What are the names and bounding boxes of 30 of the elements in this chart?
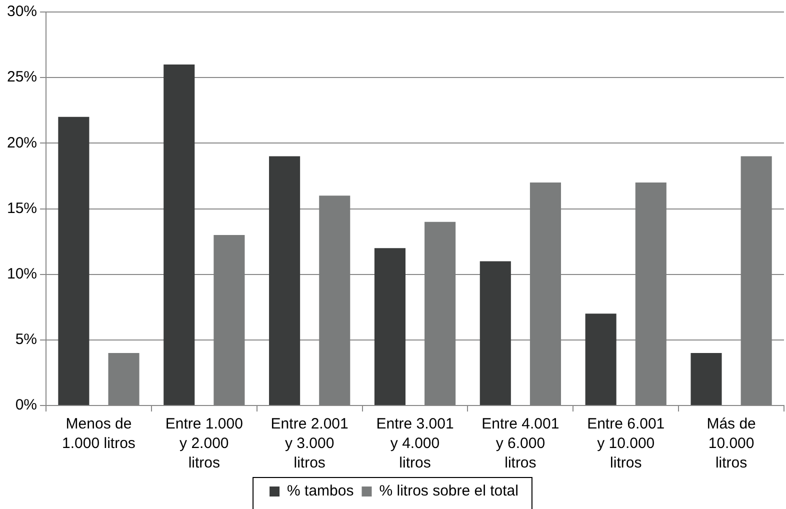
bar: [374, 248, 406, 405]
bar: [214, 234, 245, 405]
x-tick-label: Entre 6.001 y 10.000 litros: [587, 415, 665, 472]
y-tick-label: 0%: [15, 396, 38, 414]
y-tick-label: 10%: [6, 265, 38, 282]
y-tick-label: 30%: [6, 3, 38, 20]
bar: [480, 261, 511, 405]
bar: [424, 222, 456, 405]
x-tick-label: Entre 2.001 y 3.000 litros: [270, 415, 348, 472]
x-tick-label: Entre 3.001 y 4.000 litros: [376, 415, 454, 472]
bar: [585, 314, 616, 405]
y-tick-label: 25%: [6, 68, 38, 86]
legend-label: % tambos: [287, 482, 354, 500]
bar: [740, 156, 772, 405]
x-tick-label: Entre 1.000 y 2.000 litros: [165, 415, 243, 472]
legend-label: % litros sobre el total: [379, 482, 518, 500]
bar: [690, 353, 722, 405]
bar: [108, 353, 140, 405]
bar: [530, 182, 561, 405]
bar: [164, 64, 195, 405]
bar: [635, 182, 666, 405]
y-tick-label: 15%: [6, 200, 38, 217]
x-tick-label: Entre 4.001 y 6.000 litros: [482, 415, 560, 472]
x-tick-label: Más de 10.000 litros: [706, 415, 756, 472]
x-tick-label: Menos de 1.000 litros: [62, 415, 136, 452]
bar: [269, 156, 300, 405]
bar: [319, 196, 350, 405]
y-tick-label: 20%: [6, 134, 38, 152]
bar: [58, 116, 90, 405]
y-tick-label: 5%: [15, 331, 38, 348]
